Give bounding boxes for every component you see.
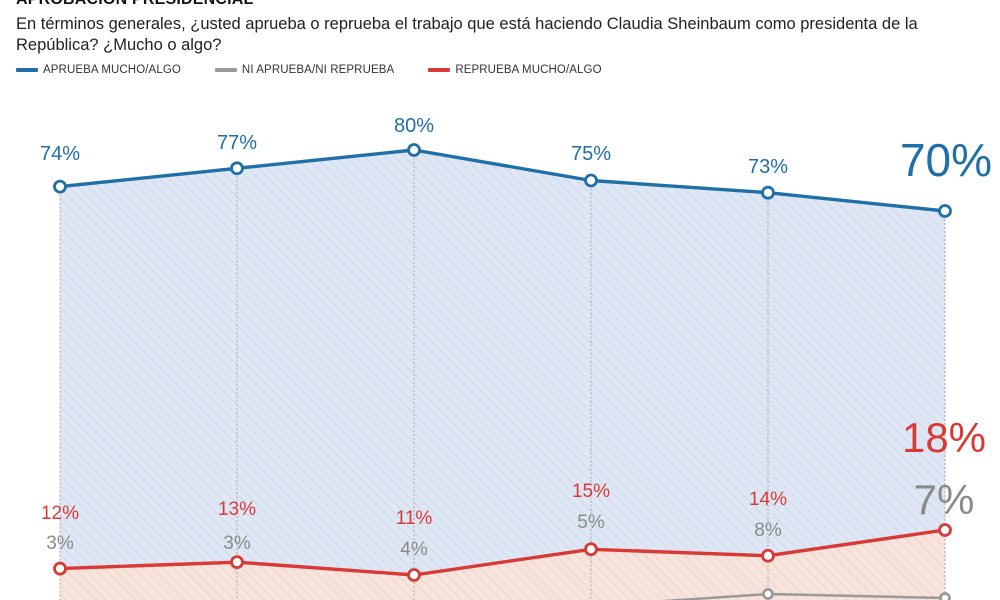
area-reprueba <box>60 530 945 600</box>
data-point-reprueba <box>230 555 244 570</box>
data-point-aprueba <box>761 185 775 200</box>
data-label-layer: 74% 77% 80% 75% 73% 70% 12% 13% 11% 15% 14% 18% 3% 3%… <box>40 115 992 560</box>
data-point-reprueba <box>761 548 775 563</box>
data-label-ni: 5% <box>577 512 605 533</box>
data-label-reprueba: 13% <box>218 499 256 520</box>
data-point-aprueba <box>407 143 421 157</box>
data-point-layer <box>53 143 952 600</box>
chart-legend: APRUEBA MUCHO/ALGO NI APRUEBA/NI REPRUEB… <box>16 64 986 76</box>
legend-swatch-aprueba <box>16 68 38 72</box>
area-aprueba <box>60 150 945 600</box>
series-line-aprueba <box>59 148 946 213</box>
data-label-reprueba: 14% <box>749 489 787 510</box>
data-label-aprueba: 70% <box>900 134 992 186</box>
data-label-ni: 3% <box>46 533 74 554</box>
series-line-ni <box>661 592 946 600</box>
data-label-reprueba: 12% <box>41 503 79 524</box>
data-point-reprueba <box>938 523 952 537</box>
data-label-reprueba: 15% <box>572 481 610 502</box>
chart-subtitle: En términos generales, ¿usted aprueba o … <box>16 15 918 54</box>
data-label-aprueba: 73% <box>748 156 788 178</box>
legend-swatch-reprueba <box>428 68 451 72</box>
legend-label-reprueba: REPRUEBA MUCHO/ALGO <box>455 64 602 76</box>
legend-label-ni: NI APRUEBA/NI REPRUEBA <box>241 64 395 76</box>
data-point-ni <box>762 588 774 600</box>
data-label-aprueba: 75% <box>571 143 611 165</box>
data-label-ni: 7% <box>914 476 975 523</box>
data-point-aprueba <box>584 173 598 188</box>
series-line-reprueba <box>59 528 946 577</box>
series-line-layer <box>59 148 946 600</box>
data-label-ni: 4% <box>400 539 428 560</box>
legend-item-reprueba: REPRUEBA MUCHO/ALGO <box>428 64 602 76</box>
data-label-ni: 3% <box>223 533 251 554</box>
data-point-reprueba <box>584 542 598 557</box>
data-point-aprueba <box>938 204 952 218</box>
data-point-aprueba <box>53 179 67 194</box>
data-point-aprueba <box>230 161 244 176</box>
data-label-reprueba: 18% <box>902 414 986 461</box>
area-layer <box>60 150 945 600</box>
legend-label-aprueba: APRUEBA MUCHO/ALGO <box>43 64 181 76</box>
data-label-reprueba: 11% <box>396 508 433 529</box>
data-label-aprueba: 74% <box>40 143 80 165</box>
legend-item-aprueba: APRUEBA MUCHO/ALGO <box>16 64 181 76</box>
data-point-reprueba <box>53 561 67 576</box>
data-point-ni <box>939 592 951 600</box>
chart-header: APROBACIÓN PRESIDENCIAL En términos gene… <box>16 0 986 76</box>
chart-kicker-text: APROBACIÓN PRESIDENCIAL <box>16 0 254 9</box>
data-label-ni: 8% <box>754 520 782 541</box>
data-point-reprueba <box>407 568 421 582</box>
chart-kicker: APROBACIÓN PRESIDENCIAL <box>16 0 986 10</box>
data-label-aprueba: 80% <box>394 115 434 137</box>
data-label-aprueba: 77% <box>217 132 257 154</box>
gridline-layer <box>59 150 946 600</box>
legend-swatch-ni <box>214 68 237 72</box>
legend-item-ni: NI APRUEBA/NI REPRUEBA <box>214 64 395 76</box>
